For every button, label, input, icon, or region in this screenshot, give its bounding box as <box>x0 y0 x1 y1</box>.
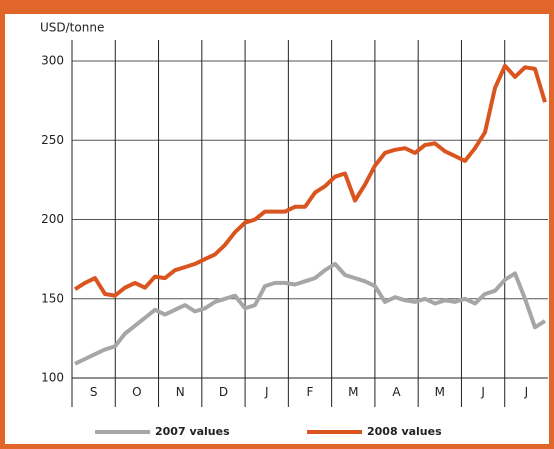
x-tick-label: J <box>264 385 269 399</box>
right-border <box>549 0 554 449</box>
top-band <box>0 0 554 14</box>
x-tick-label: O <box>132 385 141 399</box>
x-tick-label: J <box>524 385 529 399</box>
y-tick-label: 250 <box>41 133 64 147</box>
legend-text: 2008 values <box>367 425 442 438</box>
x-tick-label: M <box>435 385 445 399</box>
y-tick-label: 300 <box>41 54 64 68</box>
x-tick-label: S <box>90 385 98 399</box>
x-tick-label: F <box>307 385 314 399</box>
series-line <box>74 261 547 366</box>
y-tick-label: 200 <box>41 212 64 226</box>
y-tick-label: 150 <box>41 291 64 305</box>
x-tick-label: A <box>392 385 401 399</box>
series-line <box>73 63 547 298</box>
bottom-border <box>0 444 554 449</box>
legend-text: 2007 values <box>155 425 230 438</box>
x-tick-label: N <box>176 385 185 399</box>
y-axis-label: USD/tonne <box>40 21 104 35</box>
x-tick-label: D <box>219 385 228 399</box>
left-border <box>0 0 5 449</box>
y-tick-label: 100 <box>41 371 64 385</box>
x-tick-label: M <box>348 385 358 399</box>
x-tick-label: J <box>480 385 485 399</box>
